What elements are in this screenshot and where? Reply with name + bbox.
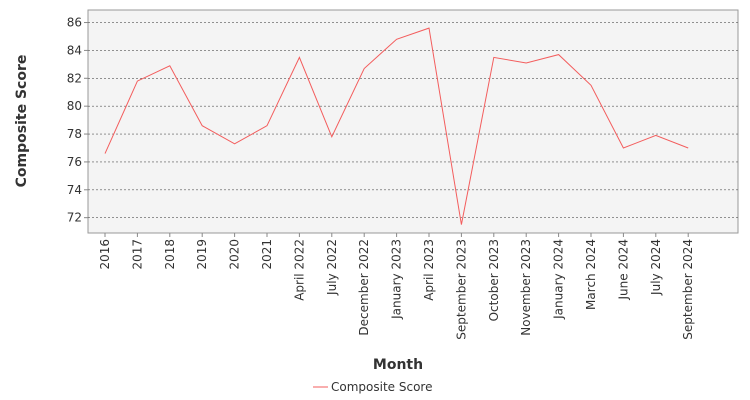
- x-tick-label: 2018: [163, 239, 177, 270]
- x-tick-label: 2020: [228, 239, 242, 270]
- y-axis-title: Composite Score: [14, 55, 30, 188]
- legend: Composite Score: [313, 380, 432, 394]
- x-tick-label: July 2024: [649, 239, 663, 296]
- x-tick-label: January 2024: [552, 239, 566, 320]
- x-tick-label: September 2024: [681, 239, 695, 340]
- x-tick-label: October 2023: [487, 239, 501, 321]
- x-tick-label: September 2023: [454, 239, 468, 340]
- legend-label: Composite Score: [331, 380, 432, 394]
- x-axis: 2016 2017 2018 2019 2020 2021 April 2022 July 2…: [98, 233, 695, 340]
- y-tick-label: 72: [67, 211, 82, 225]
- y-tick-label: 80: [67, 99, 82, 113]
- x-tick-label: December 2022: [357, 239, 371, 336]
- y-tick-label: 76: [67, 155, 82, 169]
- x-tick-label: 2019: [195, 239, 209, 270]
- x-tick-label: March 2024: [584, 239, 598, 310]
- x-axis-title: Month: [373, 357, 423, 373]
- x-tick-label: November 2023: [519, 239, 533, 336]
- y-tick-label: 78: [67, 127, 82, 141]
- y-tick-label: 86: [67, 16, 82, 30]
- series-line-composite-score: [104, 27, 689, 225]
- x-tick-label: 2016: [98, 239, 112, 270]
- x-tick-label: January 2023: [390, 239, 404, 320]
- plot-area: [87, 9, 739, 234]
- x-tick-label: June 2024: [616, 239, 630, 301]
- x-tick-label: April 2023: [422, 239, 436, 301]
- y-tick-label: 84: [67, 43, 82, 57]
- grid-lines: [88, 22, 738, 218]
- x-tick-label: 2021: [260, 239, 274, 270]
- x-tick-label: 2017: [130, 239, 144, 270]
- y-tick-label: 74: [67, 183, 82, 197]
- y-axis: 72 74 76 78 80 82 84 86: [67, 16, 88, 225]
- x-tick-label: July 2022: [325, 239, 339, 296]
- x-tick-label: April 2022: [292, 239, 306, 301]
- y-tick-label: 82: [67, 71, 82, 85]
